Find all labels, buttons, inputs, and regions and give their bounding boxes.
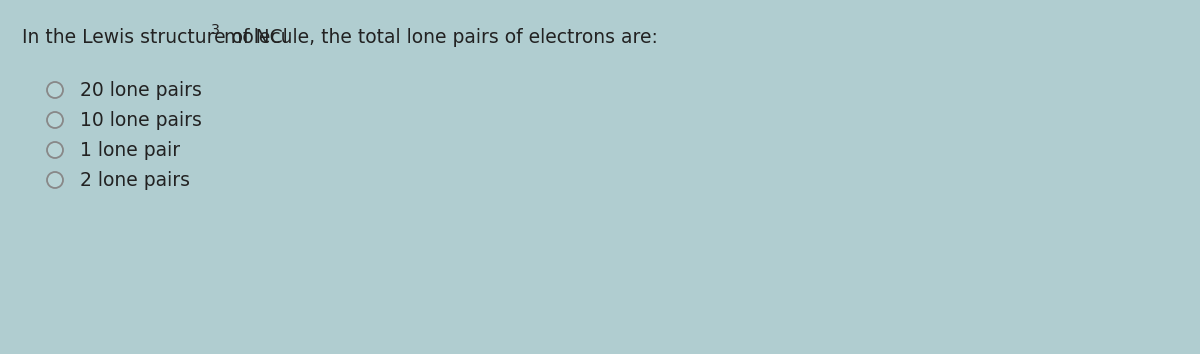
Text: 20 lone pairs: 20 lone pairs: [80, 80, 202, 99]
Ellipse shape: [47, 112, 64, 128]
Text: 3: 3: [211, 23, 221, 37]
Text: 1 lone pair: 1 lone pair: [80, 141, 180, 160]
Text: In the Lewis structure of NCl: In the Lewis structure of NCl: [22, 28, 288, 47]
Text: 2 lone pairs: 2 lone pairs: [80, 171, 190, 189]
Ellipse shape: [47, 172, 64, 188]
Ellipse shape: [47, 142, 64, 158]
Ellipse shape: [47, 82, 64, 98]
Text: molecule, the total lone pairs of electrons are:: molecule, the total lone pairs of electr…: [218, 28, 658, 47]
Text: 10 lone pairs: 10 lone pairs: [80, 110, 202, 130]
